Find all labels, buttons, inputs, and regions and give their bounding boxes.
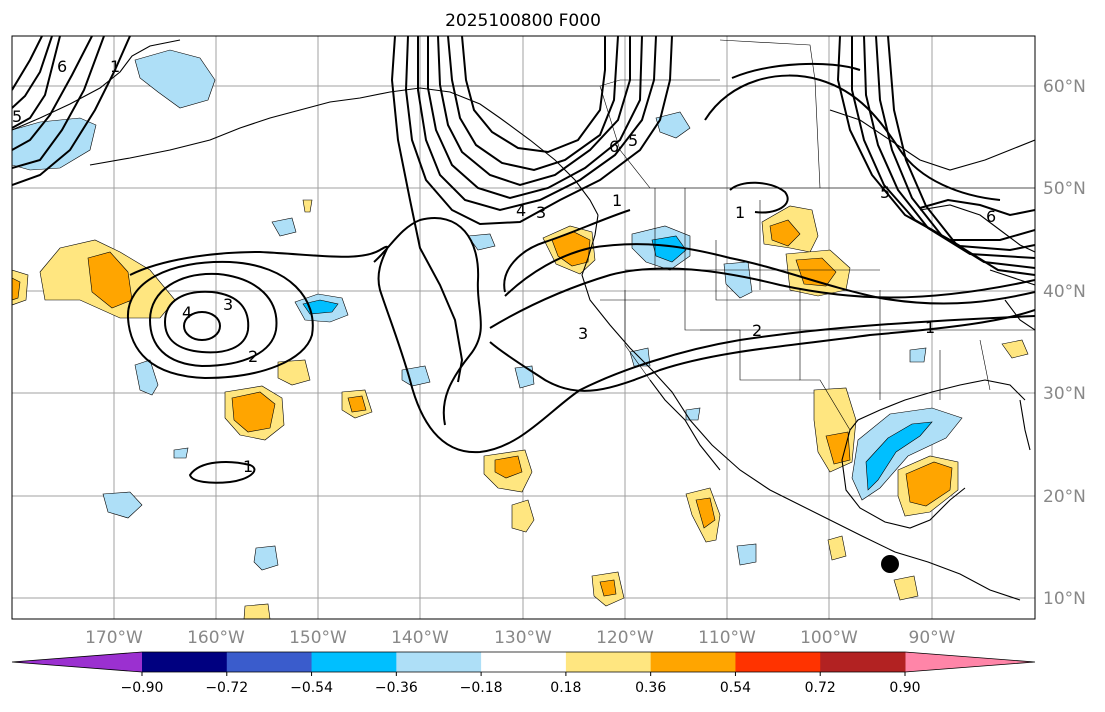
lat-label: 10°N: [1043, 589, 1086, 609]
negative-anomaly-region: [467, 233, 496, 251]
colorbar-tick-label: −0.90: [121, 680, 164, 696]
negative-anomaly-region: [102, 491, 143, 519]
negative-anomaly-region: [909, 347, 927, 363]
positive-anomaly-region: [893, 575, 919, 601]
colorbar-segment: [481, 652, 567, 672]
positive-anomaly-region: [12, 277, 21, 301]
lon-label: 120°W: [596, 628, 654, 648]
coastlines: [12, 39, 1035, 601]
colorbar-segment: [820, 652, 906, 672]
negative-anomaly-region: [401, 365, 431, 387]
positive-anomaly-region: [494, 455, 523, 479]
lat-label: 20°N: [1043, 487, 1086, 507]
contour-label: 2: [752, 321, 762, 340]
negative-anomaly-region: [253, 545, 279, 571]
lon-label: 100°W: [800, 628, 858, 648]
negative-anomaly-region: [655, 111, 691, 139]
contour-label: 5: [880, 183, 890, 202]
contour-label: 4: [182, 303, 192, 322]
contour-label: 5: [628, 131, 638, 150]
positive-anomaly-region: [243, 603, 271, 619]
contour-label: 2: [248, 347, 258, 366]
lat-label: 30°N: [1043, 384, 1086, 404]
figure-title: 2025100800 F000: [445, 11, 601, 31]
latitude-axis: 60°N 50°N 40°N 30°N 20°N 10°N: [1043, 77, 1086, 609]
negative-anomaly-region: [865, 421, 933, 491]
colorbar-tick-label: 0.36: [635, 680, 666, 696]
positive-anomaly-region: [511, 499, 535, 533]
negative-anomaly-region: [514, 365, 535, 389]
lat-label: 60°N: [1043, 77, 1086, 97]
map-frame: [11, 35, 1036, 620]
contour-label: 3: [578, 324, 588, 343]
colorbar-tick-label: −0.72: [205, 680, 248, 696]
negative-anomaly-region: [271, 217, 297, 237]
colorbar-segment: [396, 652, 482, 672]
colorbar-segment: [650, 652, 736, 672]
negative-anomaly-region: [685, 407, 701, 421]
lat-label: 50°N: [1043, 179, 1086, 199]
negative-anomaly-region: [134, 49, 216, 109]
positive-anomaly-region: [231, 391, 276, 433]
positive-anomaly-region: [827, 535, 847, 561]
lon-label: 160°W: [187, 628, 245, 648]
contour-label: 1: [925, 318, 935, 337]
positive-anomaly-region: [695, 497, 716, 529]
map-panel: 6 5 6 5 4 3 1 1 3 4 2 3 2 1 1 6 5 1: [11, 35, 1036, 620]
contour-label: 1: [110, 57, 120, 76]
negative-anomaly-region: [736, 543, 757, 566]
lon-label: 170°W: [85, 628, 143, 648]
colorbar-extend-max: [905, 652, 1035, 672]
negative-anomaly-region: [302, 299, 339, 315]
colorbar-tick-label: −0.54: [290, 680, 333, 696]
positive-anomaly-region: [905, 461, 953, 507]
lon-label: 140°W: [391, 628, 449, 648]
contour-label: 6: [609, 137, 619, 156]
contour-label: 1: [243, 457, 253, 476]
negative-anomaly-region: [651, 235, 687, 263]
contour-label: 5: [12, 107, 22, 126]
location-marker: [881, 555, 899, 573]
negative-anomaly-region: [723, 261, 753, 299]
colorbar-segment: [565, 652, 652, 672]
colorbar-segment: [311, 652, 397, 672]
colorbar-tick-label: −0.36: [375, 680, 418, 696]
colorbar-tick-label: 0.72: [805, 680, 836, 696]
colorbar-segment: [226, 652, 313, 672]
contour-label: 4: [516, 201, 526, 220]
lon-label: 150°W: [289, 628, 347, 648]
colorbar-segment: [142, 652, 228, 672]
contour-lines: [12, 36, 1035, 484]
positive-anomaly-region: [1001, 339, 1029, 359]
negative-anomaly-region: [173, 447, 189, 459]
lon-label: 130°W: [494, 628, 552, 648]
contour-label: 1: [612, 191, 622, 210]
contour-label: 6: [986, 207, 996, 226]
contour-label: 3: [536, 203, 546, 222]
contour-label-group: 6 5 6 5 4 3 1 1 3 4 2 3 2 1 1 6 5 1: [12, 57, 996, 476]
colorbar-extend-min: [12, 652, 142, 672]
colorbar: −0.90 −0.72 −0.54 −0.36 −0.18 0.18 0.36 0.54 0.7…: [11, 651, 1036, 696]
contour-label: 3: [223, 295, 233, 314]
positive-anomaly-region: [277, 359, 311, 386]
colorbar-segment: [735, 652, 821, 672]
lon-label: 90°W: [909, 628, 956, 648]
longitude-axis: 170°W 160°W 150°W 140°W 130°W 120°W 110°…: [85, 628, 956, 648]
colorbar-tick-label: 0.18: [550, 680, 581, 696]
lon-label: 110°W: [698, 628, 756, 648]
contour-label: 1: [735, 203, 745, 222]
positive-anomaly-region: [769, 219, 801, 247]
shaded-field: [12, 49, 1029, 619]
positive-anomaly-region: [599, 579, 617, 597]
positive-anomaly-region: [347, 395, 367, 413]
colorbar-tick-label: 0.90: [889, 680, 920, 696]
lat-label: 40°N: [1043, 282, 1086, 302]
positive-anomaly-region: [302, 199, 313, 213]
contour-label: 6: [57, 57, 67, 76]
colorbar-tick-label: −0.18: [460, 680, 503, 696]
colorbar-tick-label: 0.54: [720, 680, 751, 696]
positive-anomaly-region: [825, 431, 851, 465]
